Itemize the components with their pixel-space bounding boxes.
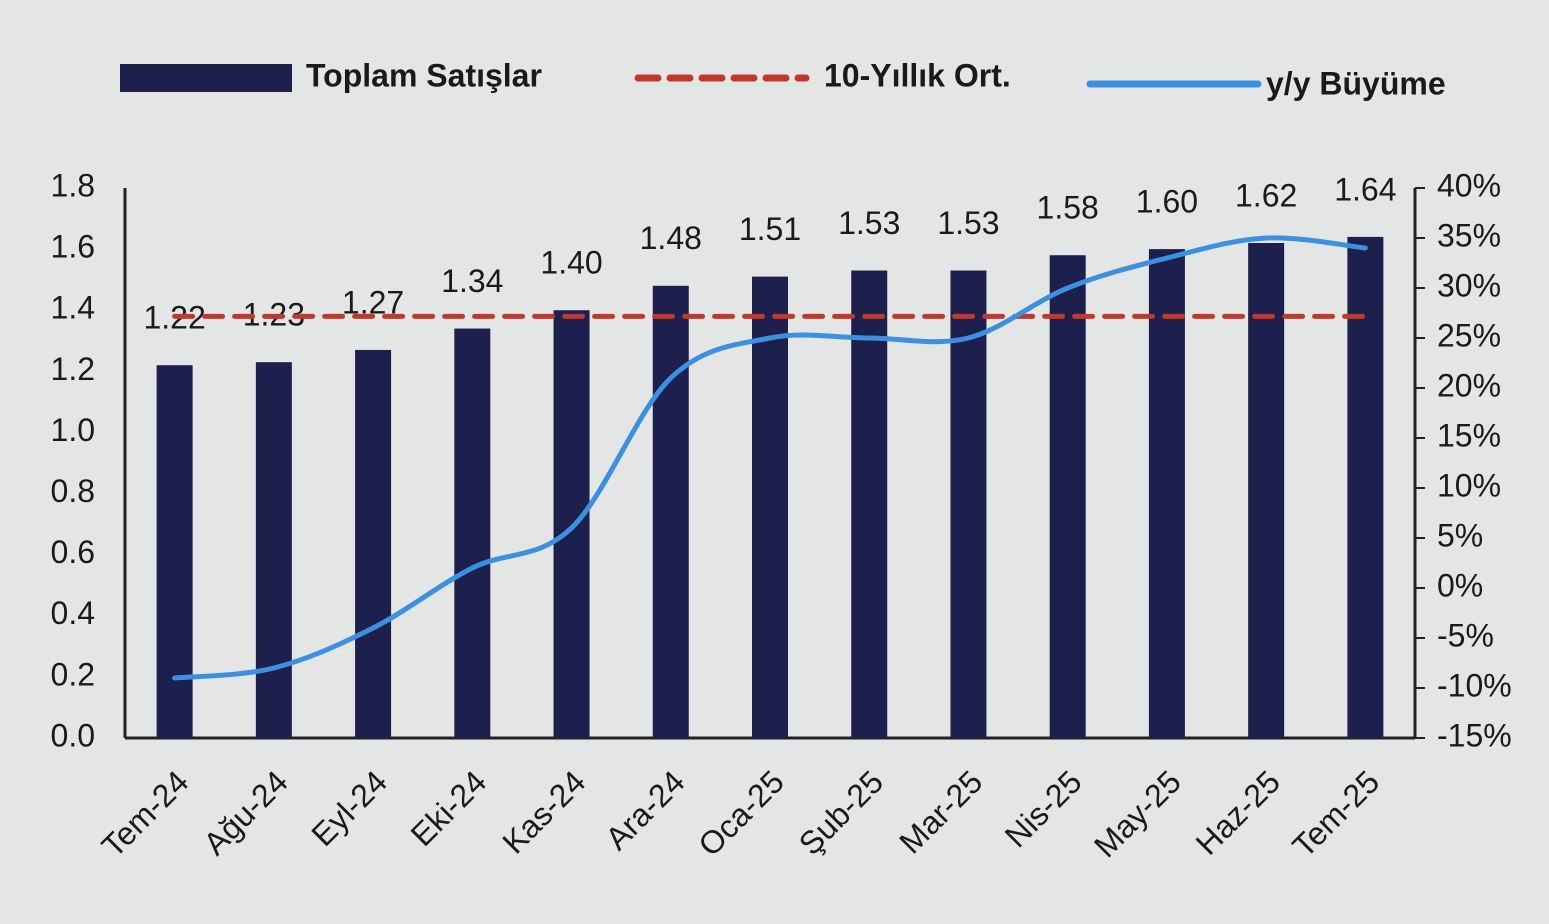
bar — [1347, 236, 1384, 738]
bar — [156, 365, 193, 738]
x-tick-label: Eki-24 — [404, 763, 494, 853]
x-tick-label: Ara-24 — [598, 763, 691, 856]
x-tick-label: Oca-25 — [691, 763, 791, 863]
x-tick-label: Haz-25 — [1189, 763, 1287, 861]
x-tick-label: Ağu-24 — [196, 763, 294, 861]
x-tick-label: Şub-25 — [792, 763, 890, 861]
y-tick-label: 0.4 — [51, 595, 95, 631]
bar-value-label: 1.60 — [1136, 184, 1198, 220]
y-tick-label: 0.2 — [51, 656, 95, 692]
bar — [950, 270, 987, 738]
x-tick-label: Nis-25 — [998, 763, 1089, 854]
y2-tick-label: 35% — [1437, 217, 1501, 253]
bar-value-label: 1.58 — [1037, 190, 1099, 226]
x-tick-label: Kas-24 — [495, 763, 592, 860]
bar-value-label: 1.64 — [1334, 171, 1396, 207]
y-tick-label: 1.6 — [51, 229, 95, 265]
y2-tick-label: 30% — [1437, 267, 1501, 303]
bar-value-label: 1.40 — [540, 245, 602, 281]
bar-value-label: 1.53 — [838, 205, 900, 241]
legend-swatch — [120, 64, 292, 92]
y2-tick-label: 5% — [1437, 517, 1483, 553]
line — [172, 235, 1368, 681]
y2-tick-label: -5% — [1437, 617, 1494, 653]
y2-tick-label: 40% — [1437, 167, 1501, 203]
bar — [1148, 249, 1185, 738]
y2-tick-label: -15% — [1437, 717, 1512, 753]
x-tick-label: May-25 — [1087, 763, 1188, 864]
y2-tick-label: 25% — [1437, 317, 1501, 353]
bar — [553, 310, 590, 738]
bar — [752, 276, 788, 738]
y2-tick-label: -10% — [1437, 667, 1512, 703]
y-tick-label: 1.2 — [51, 351, 95, 387]
x-tick-label: Tem-25 — [1285, 763, 1386, 864]
bar — [454, 328, 491, 738]
y-tick-label: 0.6 — [51, 534, 95, 570]
bar-value-label: 1.62 — [1235, 177, 1297, 213]
bar-value-label: 1.53 — [937, 205, 999, 241]
y-tick-label: 1.8 — [51, 167, 95, 203]
x-tick-label: Eyl-24 — [304, 763, 394, 853]
y2-tick-label: 15% — [1437, 417, 1501, 453]
y2-tick-label: 10% — [1437, 467, 1501, 503]
bar-value-label: 1.51 — [739, 211, 801, 247]
bar — [652, 285, 689, 738]
x-tick-label: Mar-25 — [892, 763, 989, 860]
y-tick-label: 1.4 — [51, 290, 95, 326]
y2-tick-label: 0% — [1437, 567, 1483, 603]
bar — [355, 349, 392, 738]
legend-label: Toplam Satışlar — [306, 57, 542, 93]
y-tick-label: 1.0 — [51, 412, 95, 448]
bar — [1248, 243, 1285, 738]
bar-value-label: 1.34 — [441, 263, 503, 299]
y-tick-label: 0.0 — [51, 717, 95, 753]
bar — [851, 270, 888, 738]
y-tick-label: 0.8 — [51, 473, 95, 509]
bar-value-label: 1.48 — [640, 220, 702, 256]
bar — [1049, 255, 1086, 738]
y2-tick-label: 20% — [1437, 367, 1501, 403]
x-tick-label: Tem-24 — [95, 763, 196, 864]
legend-label: y/y Büyüme — [1266, 65, 1446, 101]
legend-label: 10-Yıllık Ort. — [824, 57, 1011, 93]
bar — [255, 362, 292, 738]
